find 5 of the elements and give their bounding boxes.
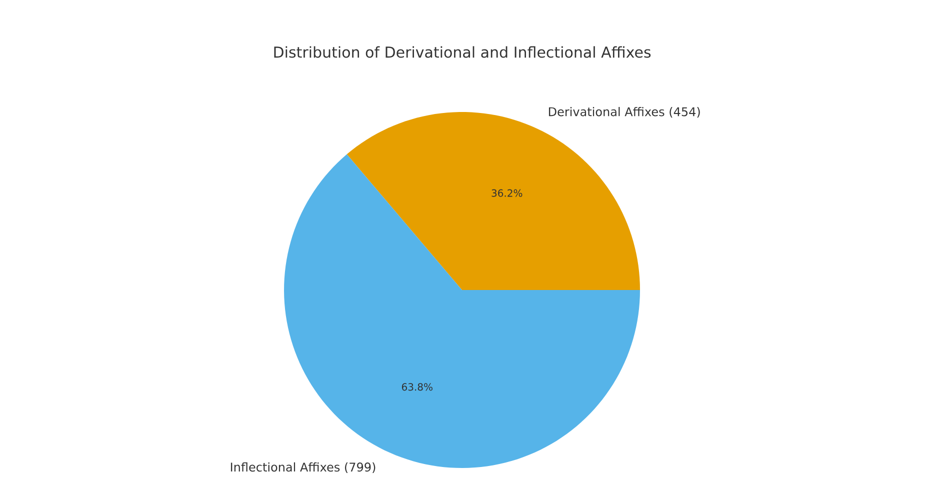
slice-label: Inflectional Affixes (799) xyxy=(230,462,376,474)
data-label: 63.8% xyxy=(402,383,432,391)
data-label: 36.2% xyxy=(492,189,522,197)
chart-title: Distribution of Derivational and Inflectional Affixes xyxy=(274,46,651,58)
slice-label: Derivational Affixes (454) xyxy=(548,106,700,118)
